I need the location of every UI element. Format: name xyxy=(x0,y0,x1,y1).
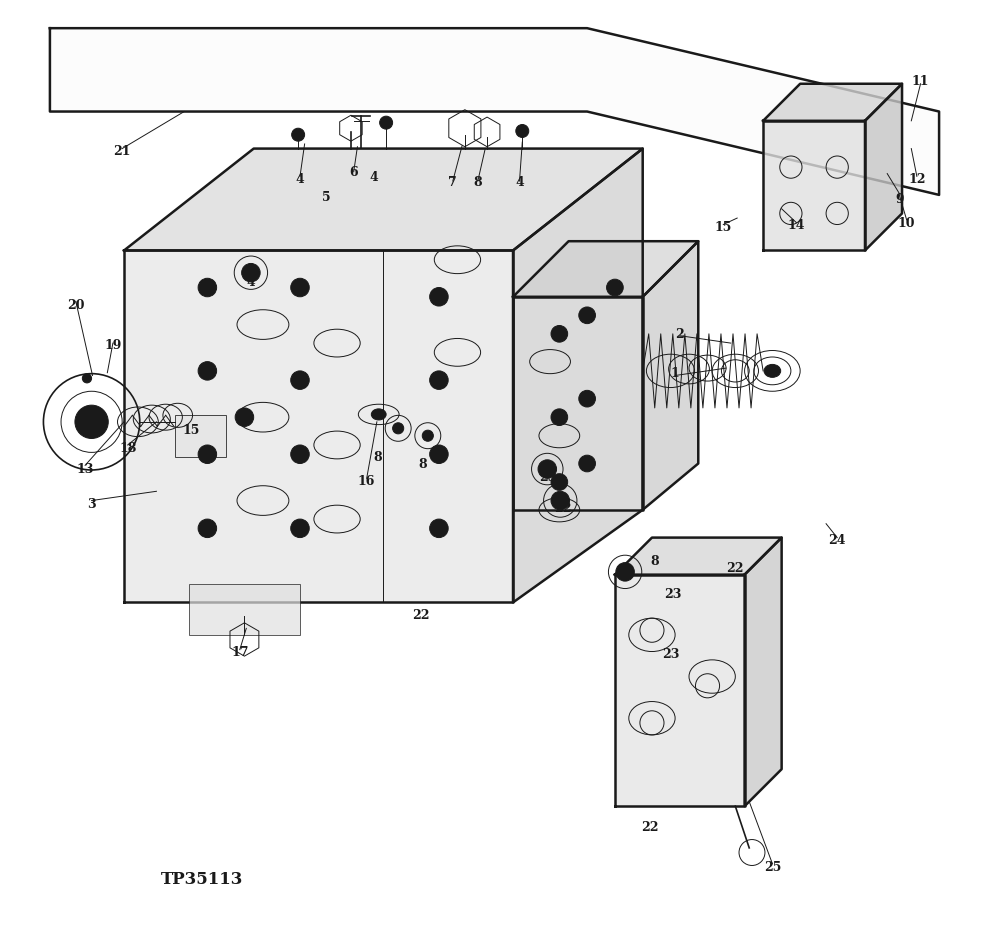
Text: 15: 15 xyxy=(715,221,732,234)
Text: TP35113: TP35113 xyxy=(161,870,243,887)
Circle shape xyxy=(551,474,568,491)
Polygon shape xyxy=(745,538,781,806)
Circle shape xyxy=(198,520,217,538)
Ellipse shape xyxy=(764,365,780,378)
Text: 22: 22 xyxy=(411,609,429,622)
Text: 23: 23 xyxy=(664,587,681,600)
Circle shape xyxy=(291,520,310,538)
Circle shape xyxy=(516,125,529,138)
Text: 22: 22 xyxy=(641,820,659,833)
Text: 8: 8 xyxy=(374,450,382,463)
Ellipse shape xyxy=(371,409,386,420)
Text: 8: 8 xyxy=(418,458,426,470)
Polygon shape xyxy=(49,29,940,196)
Polygon shape xyxy=(764,122,865,251)
Circle shape xyxy=(616,563,634,582)
Text: 24: 24 xyxy=(829,534,846,547)
Text: 1: 1 xyxy=(671,367,679,380)
Circle shape xyxy=(291,279,310,298)
Circle shape xyxy=(579,391,595,407)
Circle shape xyxy=(422,431,433,442)
Circle shape xyxy=(429,520,448,538)
Polygon shape xyxy=(643,242,698,510)
Text: 4: 4 xyxy=(296,173,305,186)
Text: 25: 25 xyxy=(764,860,781,873)
Text: 2: 2 xyxy=(675,328,684,341)
Circle shape xyxy=(606,280,623,297)
Circle shape xyxy=(579,456,595,472)
Text: 3: 3 xyxy=(87,497,96,510)
Text: 4: 4 xyxy=(246,276,255,289)
Circle shape xyxy=(291,371,310,390)
Polygon shape xyxy=(615,538,781,575)
Text: 17: 17 xyxy=(231,645,248,658)
Circle shape xyxy=(579,308,595,324)
Text: 6: 6 xyxy=(349,166,358,179)
Text: 16: 16 xyxy=(358,474,376,487)
Text: 4: 4 xyxy=(515,175,524,188)
Circle shape xyxy=(82,374,92,383)
Circle shape xyxy=(241,264,260,283)
Circle shape xyxy=(538,460,557,479)
Polygon shape xyxy=(513,298,643,510)
Text: 5: 5 xyxy=(321,191,330,204)
Polygon shape xyxy=(865,84,902,251)
Polygon shape xyxy=(124,149,643,251)
Text: 14: 14 xyxy=(787,219,805,232)
Text: 23: 23 xyxy=(540,470,557,483)
Circle shape xyxy=(429,289,448,307)
Text: 22: 22 xyxy=(554,502,572,515)
Text: 10: 10 xyxy=(898,217,916,230)
Text: 8: 8 xyxy=(651,555,659,568)
Circle shape xyxy=(551,492,570,510)
Text: 15: 15 xyxy=(182,423,200,436)
Polygon shape xyxy=(615,575,745,806)
Polygon shape xyxy=(764,84,902,122)
Text: 9: 9 xyxy=(896,193,905,206)
Bar xyxy=(175,416,225,458)
Circle shape xyxy=(198,445,217,464)
Circle shape xyxy=(393,423,404,434)
Text: 11: 11 xyxy=(912,75,930,88)
Circle shape xyxy=(291,445,310,464)
Circle shape xyxy=(380,117,393,130)
Polygon shape xyxy=(124,251,513,603)
Text: 4: 4 xyxy=(370,171,379,184)
Text: 12: 12 xyxy=(908,173,926,186)
Circle shape xyxy=(429,371,448,390)
Circle shape xyxy=(551,326,568,342)
Bar xyxy=(189,585,300,635)
Circle shape xyxy=(198,362,217,380)
Text: 8: 8 xyxy=(474,175,483,188)
Polygon shape xyxy=(513,149,643,603)
Polygon shape xyxy=(513,242,698,298)
Circle shape xyxy=(429,445,448,464)
Circle shape xyxy=(235,408,254,427)
Circle shape xyxy=(75,406,108,439)
Text: 23: 23 xyxy=(662,647,679,660)
Circle shape xyxy=(198,279,217,298)
Text: 19: 19 xyxy=(104,339,122,352)
Text: 18: 18 xyxy=(119,442,136,455)
Text: 21: 21 xyxy=(114,145,131,158)
Text: 13: 13 xyxy=(76,462,94,475)
Text: 7: 7 xyxy=(448,175,457,188)
Circle shape xyxy=(292,129,305,142)
Circle shape xyxy=(551,409,568,426)
Text: 20: 20 xyxy=(67,299,85,312)
Text: 22: 22 xyxy=(727,561,744,574)
